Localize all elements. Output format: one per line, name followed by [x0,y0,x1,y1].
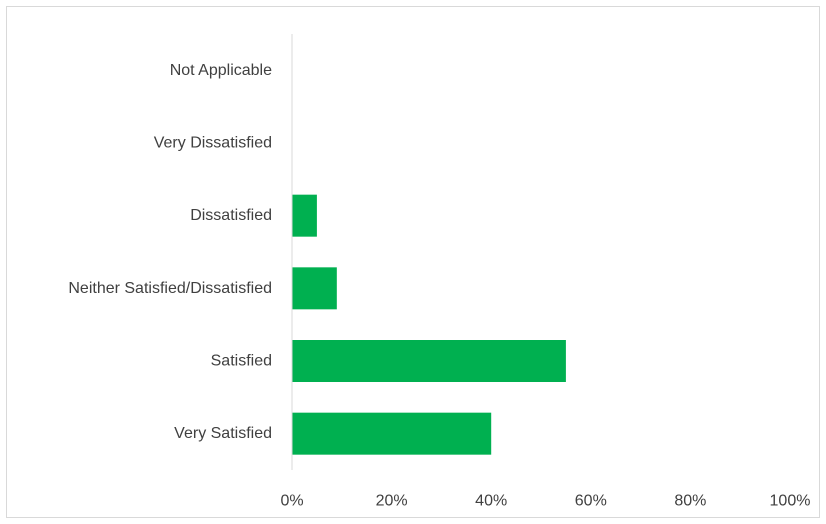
tick-label-80: 80% [674,493,706,510]
category-label-neither-satisfied-dissatisfied: Neither Satisfied/Dissatisfied [68,280,272,297]
category-label-very-dissatisfied: Very Dissatisfied [154,135,272,152]
category-label-not-applicable: Not Applicable [170,62,272,79]
tick-label-100: 100% [770,493,811,510]
bar-very-satisfied [292,412,492,455]
bar-satisfied [292,340,566,382]
bar-neither-satisfied-dissatisfied [292,267,337,310]
tick-label-20: 20% [376,493,408,510]
category-label-satisfied: Satisfied [211,353,272,370]
bars-group [292,194,566,455]
bar-dissatisfied [292,194,317,237]
category-label-very-satisfied: Very Satisfied [174,425,272,442]
value-tick-labels: 0% 20% 40% 60% 80% 100% [280,493,810,510]
category-label-dissatisfied: Dissatisfied [190,207,272,224]
category-labels: Not Applicable Very Dissatisfied Dissatisf… [68,62,272,442]
tick-label-60: 60% [575,493,607,510]
tick-label-0: 0% [280,493,303,510]
tick-label-40: 40% [475,493,507,510]
